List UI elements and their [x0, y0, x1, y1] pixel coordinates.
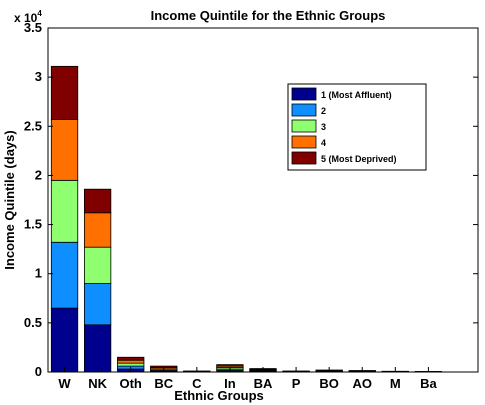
- x-tick-label: Ba: [420, 376, 437, 391]
- bar-segment-NK-q1: [83, 324, 112, 373]
- y-axis-label: Income Quintile (days): [2, 130, 17, 269]
- bars-group: [50, 65, 443, 373]
- legend: 1 (Most Affluent) 2 3 4 5 (Most Deprived): [287, 83, 427, 171]
- legend-swatch: [291, 119, 317, 133]
- x-tick-label: BO: [319, 376, 339, 391]
- bar-segment-NK-q5: [83, 188, 112, 214]
- bar-segment-Oth-q3: [117, 362, 145, 367]
- y-multiplier-exponent: 4: [37, 9, 42, 18]
- y-multiplier: x 104: [14, 9, 42, 25]
- legend-entry-label: 3: [321, 122, 326, 132]
- x-tick-label: BC: [154, 376, 173, 391]
- bar-segment-NK-q4: [83, 212, 112, 248]
- y-multiplier-base: x 10: [14, 11, 38, 25]
- y-axis: 0 0.5 1 1.5 2 2.5 3 3.5: [24, 20, 478, 379]
- bar-segment-W-q4: [50, 119, 79, 181]
- chart-title: Income Quintile for the Ethnic Groups: [151, 8, 386, 23]
- legend-swatch: [291, 87, 317, 101]
- bar-segment-Oth-q4: [117, 359, 145, 364]
- y-tick-label: 0.5: [24, 315, 42, 330]
- legend-entry-label: 4: [321, 138, 326, 148]
- y-tick-label: 3: [35, 69, 42, 84]
- y-tick-label: 2: [35, 167, 42, 182]
- bar-segment-NK-q3: [83, 246, 112, 284]
- legend-entry-label: 1 (Most Affluent): [321, 90, 392, 100]
- x-axis-label: Ethnic Groups: [174, 388, 264, 403]
- x-tick-label: In: [224, 376, 236, 391]
- legend-swatch: [291, 135, 317, 149]
- y-tick-label: 0: [35, 364, 42, 379]
- x-tick-label: BA: [254, 376, 273, 391]
- x-tick-label: M: [390, 376, 401, 391]
- bar-segment-W-q5: [50, 65, 79, 120]
- x-tick-label: C: [192, 376, 202, 391]
- x-tick-label: NK: [88, 376, 107, 391]
- y-tick-label: 1: [35, 266, 42, 281]
- y-tick-label: 1.5: [24, 217, 42, 232]
- bar-segment-Oth-q5: [117, 356, 145, 361]
- y-tick-label: 3.5: [24, 20, 42, 35]
- bar-segment-In-q5: [216, 364, 244, 367]
- x-tick-label: AO: [352, 376, 372, 391]
- plot-area: [48, 28, 478, 372]
- bar-segment-W-q1: [50, 307, 79, 373]
- legend-entry-label: 2: [321, 106, 326, 116]
- legend-entry-label: 5 (Most Deprived): [321, 154, 397, 164]
- bar-segment-W-q2: [50, 241, 79, 309]
- x-tick-label: Oth: [119, 376, 141, 391]
- x-axis: W NK Oth BC C In BA P BO AO M Ba: [58, 367, 437, 391]
- bar-segment-W-q3: [50, 179, 79, 243]
- legend-swatch: [291, 103, 317, 117]
- legend-swatch: [291, 151, 317, 165]
- x-tick-label: P: [292, 376, 301, 391]
- bar-segment-NK-q2: [83, 283, 112, 326]
- y-tick-label: 2.5: [24, 118, 42, 133]
- x-tick-label: W: [58, 376, 71, 391]
